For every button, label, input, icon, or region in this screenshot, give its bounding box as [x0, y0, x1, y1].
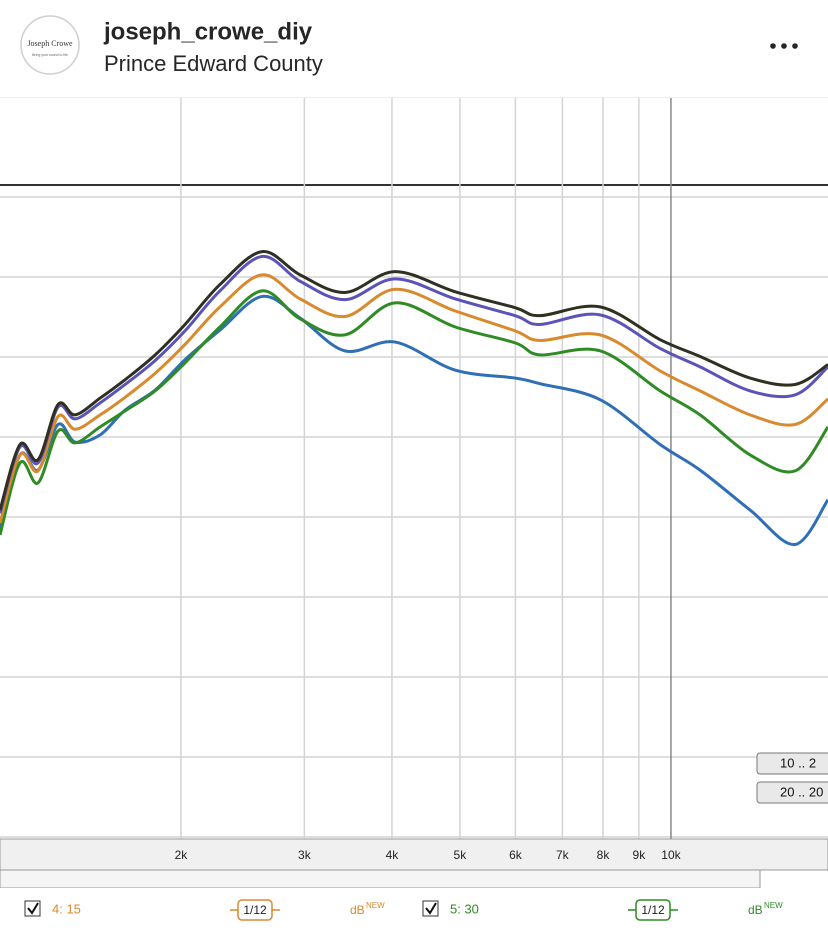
fraction-box[interactable] [237, 899, 273, 921]
fraction-box[interactable] [635, 899, 671, 921]
badge-label: NEW [366, 901, 385, 910]
x-tick-label: 8k [597, 848, 611, 862]
avatar-name: Joseph Crowe [27, 39, 73, 48]
x-tick-label: 6k [509, 848, 523, 862]
dot [792, 43, 798, 49]
x-tick-label: 4k [386, 848, 400, 862]
range-button[interactable] [756, 781, 828, 804]
dot [770, 43, 776, 49]
avatar-tagline: Bring your sound to life [32, 53, 68, 57]
username[interactable]: joseph_crowe_diy [103, 18, 313, 45]
x-tick-label: 9k [633, 848, 647, 862]
series-line [0, 254, 828, 514]
fraction-label: 1/12 [243, 903, 267, 917]
legend-bar [0, 888, 828, 930]
x-tick-label: 2k [175, 848, 189, 862]
series-line [0, 289, 828, 536]
avatar[interactable] [20, 15, 80, 75]
plot: 2k 3k 4k 5k 6k 7k 8k 9k 10k 10 .. 2 20 .. 20 4: 15 1… [0, 98, 828, 930]
dot [781, 43, 787, 49]
badge-label: NEW [764, 901, 783, 910]
check [425, 902, 437, 915]
unit-label: dB [350, 903, 365, 917]
x-tick-label: 5k [454, 848, 468, 862]
legend-label: 5: 30 [450, 901, 479, 916]
series-line [0, 273, 828, 524]
range-button-label: 20 .. 20 [780, 784, 823, 799]
range-button[interactable] [756, 752, 828, 775]
series-line [0, 250, 828, 511]
x-tick-label: 7k [556, 848, 570, 862]
range-button-label: 10 .. 2 [780, 755, 816, 770]
more-menu[interactable] [770, 43, 798, 49]
fraction-label: 1/12 [641, 903, 665, 917]
x-tick-label: 3k [298, 848, 312, 862]
plot-background [0, 98, 828, 839]
check [27, 902, 39, 915]
x-axis-strip [0, 838, 828, 871]
legend-label: 4: 15 [52, 901, 81, 916]
unit-label: dB [748, 903, 763, 917]
scroll-bar [0, 869, 761, 889]
location[interactable]: Prince Edward County [104, 51, 323, 76]
x-tick-label: 10k [661, 848, 681, 862]
